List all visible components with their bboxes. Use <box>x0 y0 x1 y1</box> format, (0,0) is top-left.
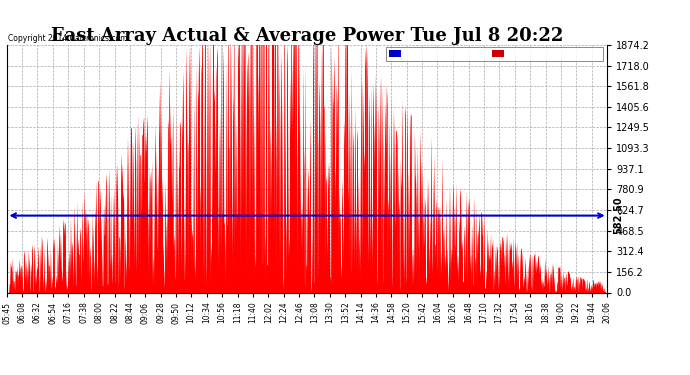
Legend: Average  (DC Watts), East Array  (DC Watts): Average (DC Watts), East Array (DC Watts… <box>386 47 603 61</box>
Text: 582.50: 582.50 <box>0 197 1 234</box>
Title: East Array Actual & Average Power Tue Jul 8 20:22: East Array Actual & Average Power Tue Ju… <box>51 27 563 45</box>
Text: 582.50: 582.50 <box>613 197 623 234</box>
Text: Copyright 2014 Cartronics.com: Copyright 2014 Cartronics.com <box>8 33 128 42</box>
